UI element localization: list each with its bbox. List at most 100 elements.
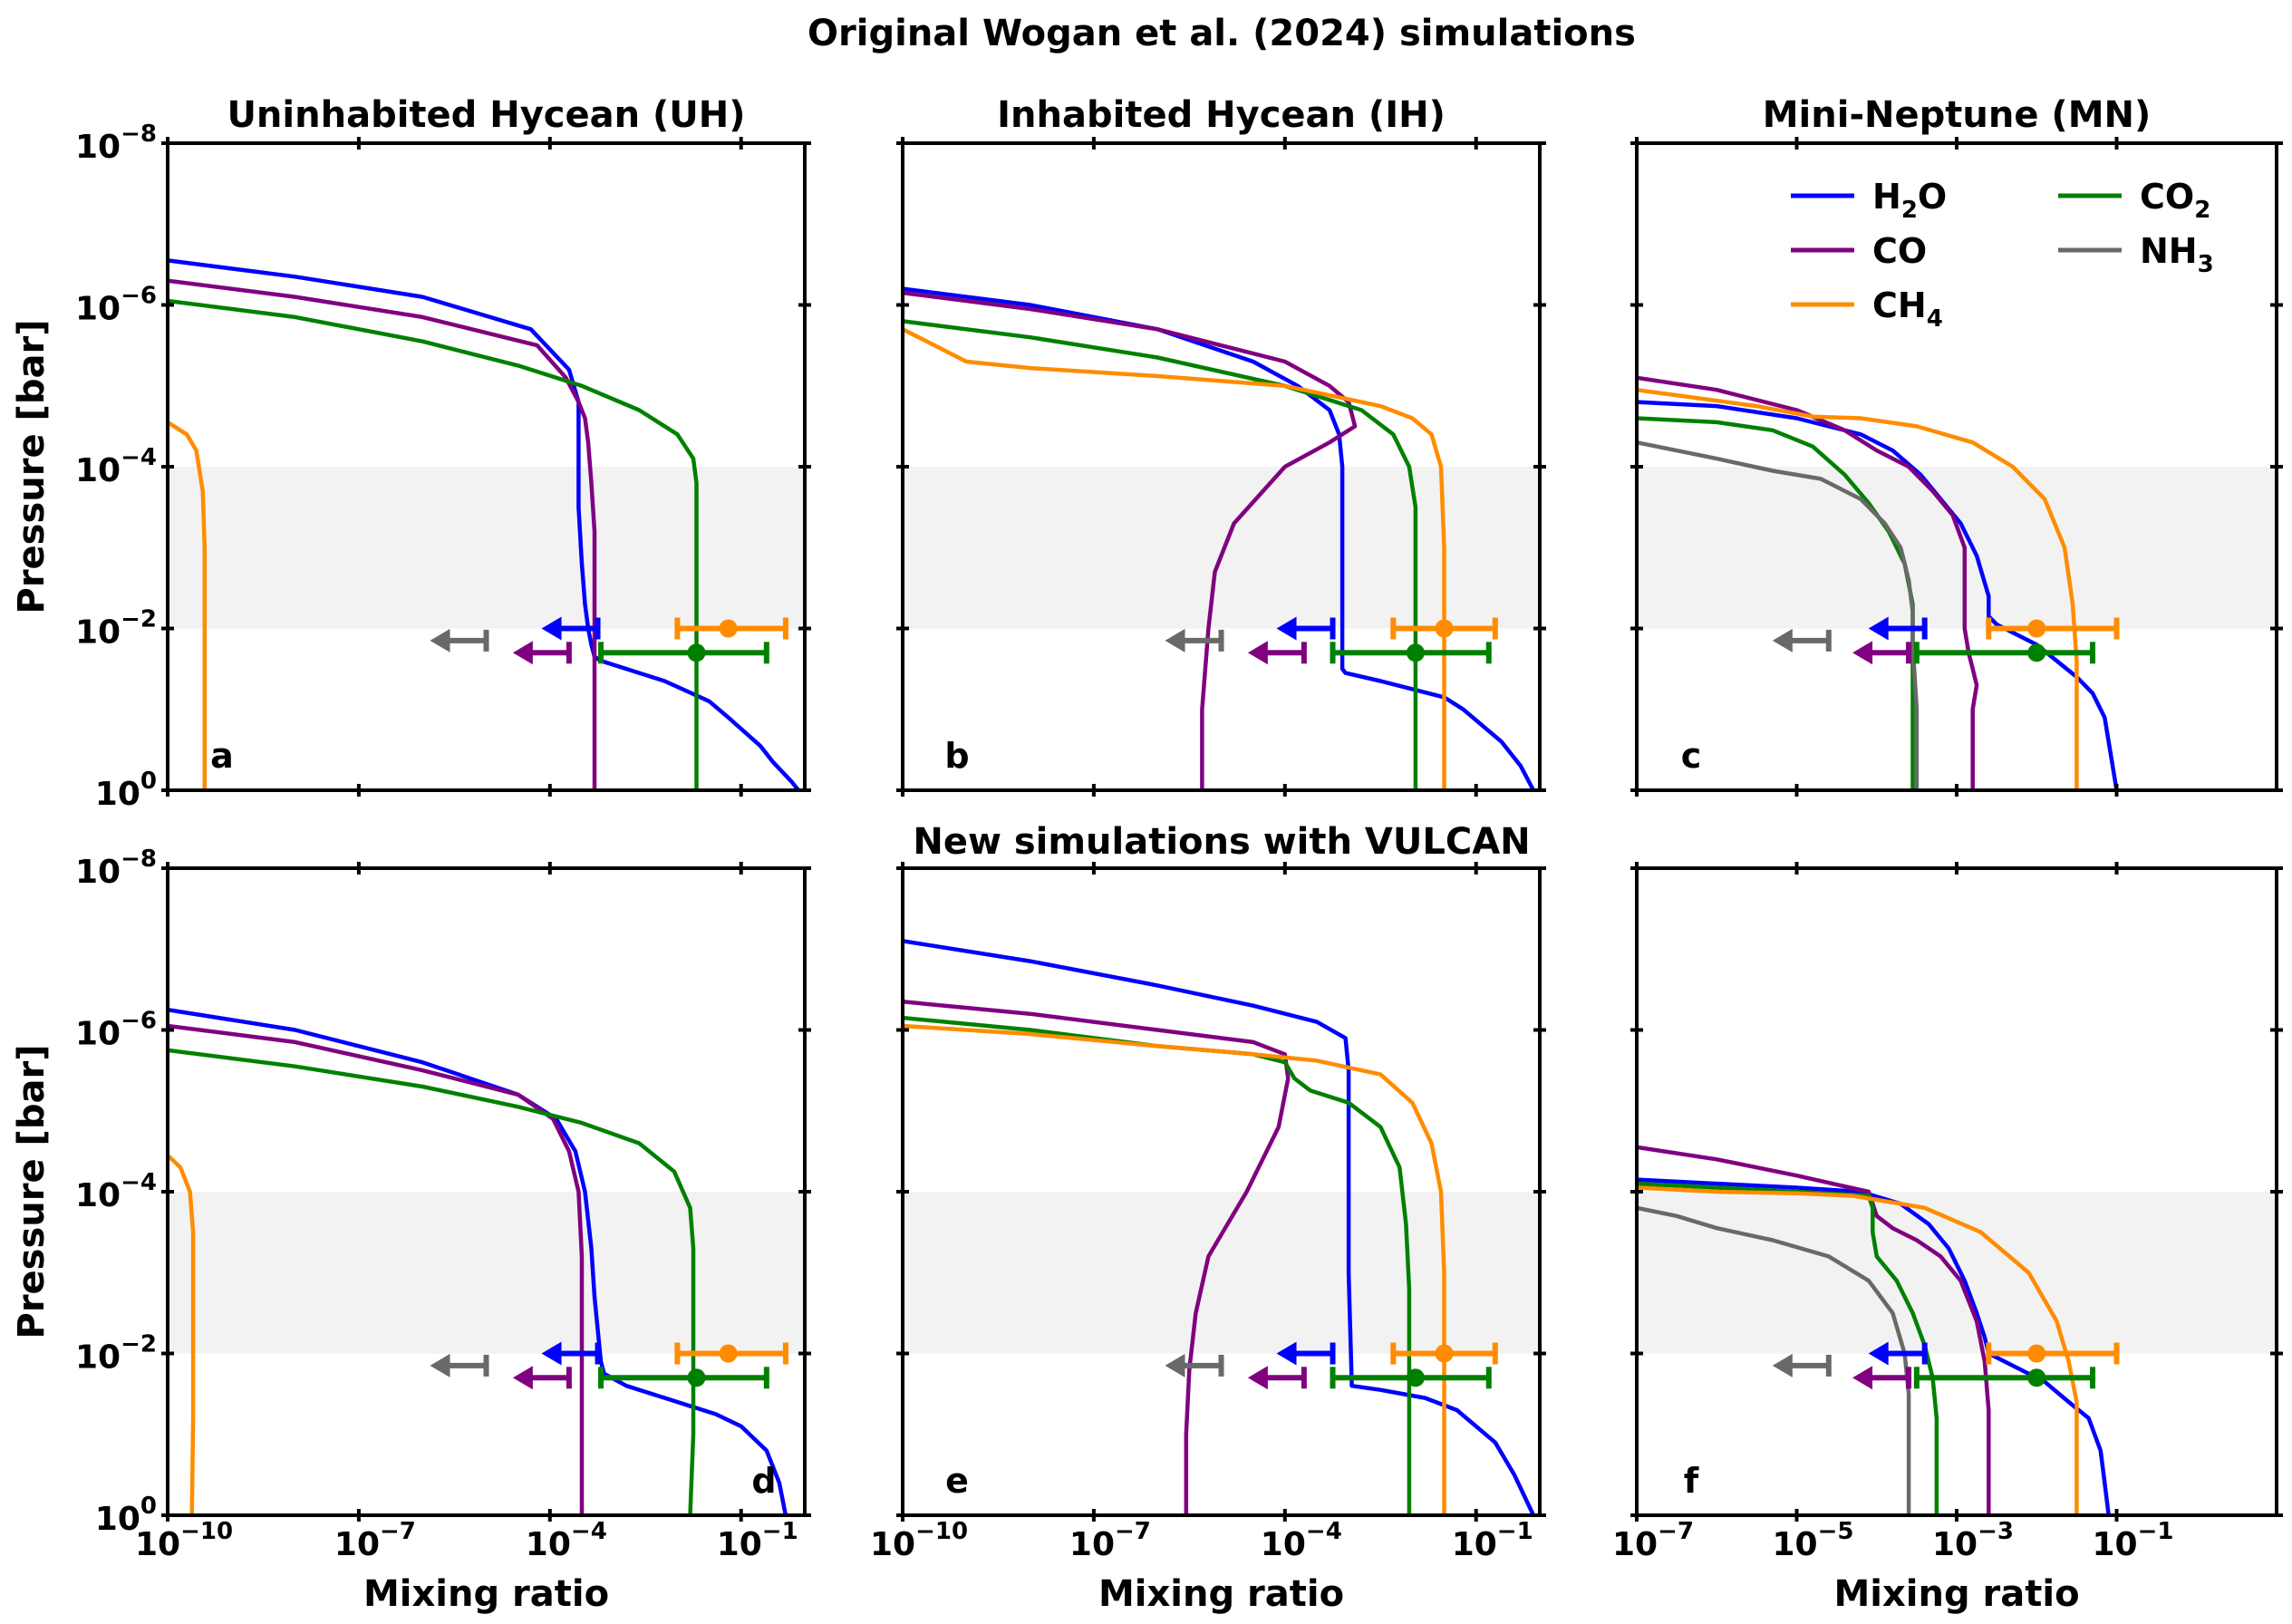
- constraint-co-arrowhead: [1852, 1366, 1873, 1390]
- y-tick-label-exp: −8: [121, 121, 157, 148]
- constraint-co-arrowhead: [512, 1366, 533, 1390]
- x-tick-label-exp: −5: [1818, 1518, 1854, 1545]
- series-ch4: [1637, 387, 2079, 790]
- x-tick-label-exp: −4: [571, 1518, 607, 1545]
- constraint-ch4-marker: [2027, 1344, 2046, 1363]
- x-tick-label: 10−7: [334, 1518, 416, 1563]
- legend-label: CO2: [2140, 177, 2210, 224]
- x-tick-label-base: 10: [1452, 1526, 1497, 1563]
- x-tick-label-exp: −1: [762, 1518, 798, 1545]
- constraint-co2-marker: [2027, 1368, 2046, 1387]
- series-co: [1637, 375, 1979, 790]
- panel-letter: b: [944, 736, 969, 776]
- constraint-h2o-arrowhead: [1276, 1341, 1297, 1366]
- series-co: [1637, 1145, 1991, 1515]
- y-tick-label-exp: −2: [121, 606, 157, 633]
- x-tick-label-base: 10: [717, 1526, 762, 1563]
- legend-label-sub: 4: [1927, 305, 1943, 333]
- row2-title: New simulations with VULCAN: [913, 821, 1530, 863]
- y-tick-label: 100: [95, 1493, 157, 1538]
- y-tick-label-base: 10: [75, 291, 121, 328]
- x-tick-label-exp: −7: [1115, 1518, 1151, 1545]
- y-tick-label-base: 10: [75, 129, 121, 166]
- panel-title: Mini-Neptune (MN): [1763, 94, 2152, 136]
- series-h2o: [903, 939, 1536, 1515]
- shaded-region: [1637, 1192, 2277, 1354]
- series-group: [1637, 375, 2119, 790]
- x-tick-label-base: 10: [1612, 1526, 1658, 1563]
- series-ch4: [903, 1023, 1446, 1515]
- constraint-nh3-arrowhead: [1772, 1353, 1793, 1378]
- series-h2o: [168, 258, 800, 790]
- y-tick-label-base: 10: [75, 452, 121, 489]
- y-tick-label-exp: −6: [121, 1008, 157, 1035]
- series-co: [903, 290, 1358, 790]
- legend-item-nh3: NH3: [2058, 231, 2214, 278]
- shaded-region: [903, 1192, 1540, 1354]
- constraint-h2o-arrowhead: [1276, 616, 1297, 641]
- panel-letter: e: [945, 1461, 969, 1501]
- series-h2o: [903, 286, 1535, 790]
- legend-label: CO: [1872, 231, 1927, 271]
- legend-label-rest: O: [1918, 177, 1947, 217]
- x-tick-label-exp: −10: [915, 1518, 968, 1545]
- legend-label-sub: 3: [2198, 251, 2214, 278]
- y-tick-label-exp: −4: [121, 444, 157, 471]
- y-tick-label: 10−6: [75, 283, 157, 328]
- constraint-ch4-marker: [1435, 1344, 1454, 1363]
- series-ch4: [1637, 1185, 2079, 1515]
- legend-label-base: CO: [2140, 177, 2194, 217]
- legend-label: CH4: [1872, 285, 1943, 333]
- panel-c: Mini-Neptune (MN) c: [1630, 94, 2283, 797]
- x-tick-label: 10−7: [1612, 1518, 1694, 1563]
- x-tick-label: 10−7: [1069, 1518, 1151, 1563]
- panel-letter: a: [210, 736, 234, 776]
- constraint-h2o-arrowhead: [1868, 616, 1889, 641]
- y-tick-label: 10−4: [75, 1169, 157, 1214]
- panel-b: Inhabited Hycean (IH) b: [896, 94, 1546, 797]
- x-tick-label-base: 10: [1932, 1526, 1978, 1563]
- series-nh3: [1637, 1205, 1911, 1515]
- legend-label-sub: 2: [1901, 197, 1918, 224]
- constraint-nh3-arrowhead: [430, 628, 450, 652]
- shaded-region: [1637, 467, 2277, 629]
- series-co: [168, 278, 597, 790]
- x-tick-label: 10−10: [870, 1518, 968, 1563]
- y-tick-label: 10−8: [75, 121, 157, 166]
- legend-label: NH3: [2140, 231, 2214, 278]
- x-tick-label-base: 10: [1773, 1526, 1818, 1563]
- y-tick-label: 100: [95, 768, 157, 813]
- y-tick-label-base: 10: [75, 1339, 121, 1377]
- constraint-co2-marker: [1406, 1368, 1425, 1387]
- x-tick-label-exp: −1: [1497, 1518, 1533, 1545]
- x-axis-label: Mixing ratio: [1833, 1573, 2079, 1615]
- panel-title: Inhabited Hycean (IH): [997, 94, 1446, 136]
- x-tick-label-base: 10: [526, 1526, 571, 1563]
- constraint-co-arrowhead: [512, 641, 533, 665]
- y-tick-label-exp: −2: [121, 1331, 157, 1358]
- y-axis-label: Pressure [bar]: [11, 1045, 53, 1339]
- y-tick-label-exp: −6: [121, 283, 157, 310]
- series-ch4: [168, 420, 208, 790]
- series-co: [168, 1023, 585, 1515]
- series-h2o: [1637, 1177, 2111, 1515]
- constraint-ch4-marker: [719, 619, 738, 638]
- x-tick-label: 10−1: [2093, 1518, 2174, 1563]
- y-tick-label-exp: 0: [140, 768, 157, 795]
- legend-item-co2: CO2: [2058, 177, 2210, 224]
- y-tick-label: 10−8: [75, 846, 157, 891]
- y-axis-label: Pressure [bar]: [11, 320, 53, 614]
- x-tick-label-base: 10: [1069, 1526, 1115, 1563]
- legend-label-sub: 2: [2194, 197, 2210, 224]
- y-tick-label-base: 10: [75, 854, 121, 891]
- constraint-h2o-arrowhead: [1868, 1341, 1889, 1366]
- x-tick-label-exp: −7: [380, 1518, 416, 1545]
- shaded-region: [168, 467, 805, 629]
- x-tick-label: 10−1: [717, 1518, 798, 1563]
- panel-letter: f: [1684, 1461, 1699, 1501]
